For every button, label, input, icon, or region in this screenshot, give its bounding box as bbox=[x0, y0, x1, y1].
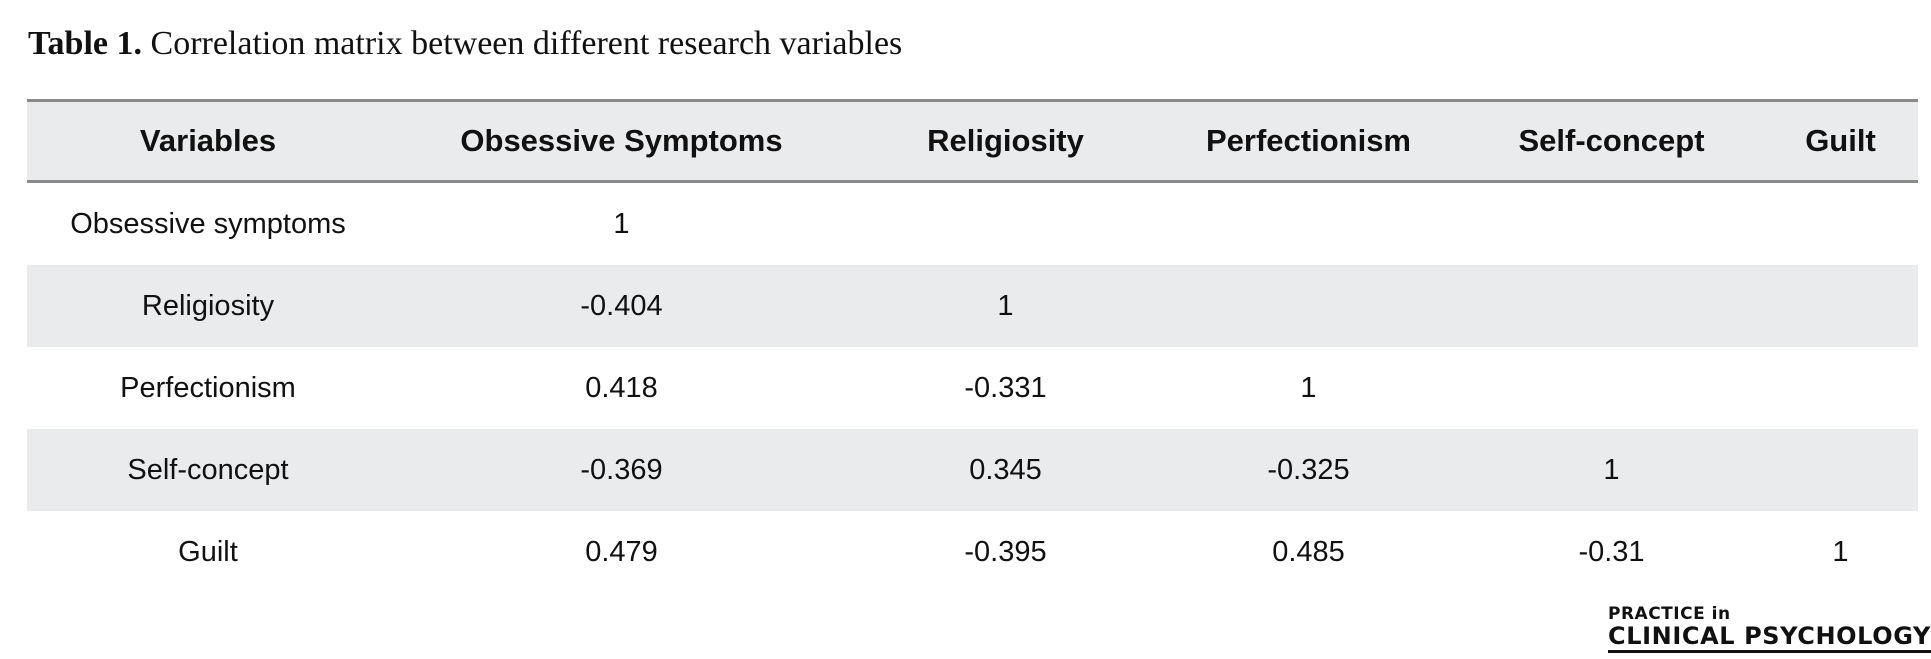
column-header-perfectionism: Perfectionism bbox=[1205, 123, 1411, 158]
table-cell: 1 bbox=[1300, 371, 1317, 404]
table-row: Religiosity -0.404 1 bbox=[27, 265, 1918, 347]
table-row: Guilt 0.479 -0.395 0.485 -0.31 1 bbox=[27, 511, 1918, 593]
table-cell: 0.418 bbox=[585, 371, 658, 404]
column-header-variables: Variables bbox=[139, 123, 277, 158]
journal-logo: PRACTICE in CLINICAL PSYCHOLOGY bbox=[1608, 604, 1931, 654]
row-label: Self-concept bbox=[127, 453, 289, 486]
table-cell bbox=[1460, 182, 1763, 266]
table-header-row: Variables Obsessive Symptoms Religiosity… bbox=[27, 100, 1918, 182]
table-row: Perfectionism 0.418 -0.331 1 bbox=[27, 347, 1918, 429]
row-label: Perfectionism bbox=[120, 371, 296, 404]
table-cell bbox=[1157, 182, 1460, 266]
table-cell: -0.404 bbox=[580, 289, 663, 322]
table-cell bbox=[1460, 347, 1763, 429]
table-caption: Table 1. Correlation matrix between diff… bbox=[28, 20, 902, 68]
column-header-guilt: Guilt bbox=[1805, 123, 1876, 158]
table-cell: 1 bbox=[613, 207, 630, 240]
table-cell: -0.369 bbox=[580, 453, 663, 486]
table-caption-label: Table 1. bbox=[28, 25, 143, 62]
table-cell: 1 bbox=[997, 289, 1014, 322]
table-cell: -0.31 bbox=[1578, 535, 1645, 568]
correlation-table: Variables Obsessive Symptoms Religiosity… bbox=[27, 99, 1918, 593]
table-cell: -0.325 bbox=[1267, 453, 1350, 486]
row-label: Guilt bbox=[178, 535, 238, 568]
table-row: Self-concept -0.369 0.345 -0.325 1 bbox=[27, 429, 1918, 511]
table-cell bbox=[1460, 265, 1763, 347]
table-cell bbox=[1763, 347, 1918, 429]
journal-logo-line1: PRACTICE in bbox=[1608, 604, 1731, 624]
column-header-religiosity: Religiosity bbox=[927, 123, 1084, 158]
table-cell: 1 bbox=[1603, 453, 1620, 486]
table-cell bbox=[1763, 429, 1918, 511]
table-cell: -0.331 bbox=[964, 371, 1047, 404]
table-row: Obsessive symptoms 1 bbox=[27, 182, 1918, 266]
journal-logo-line2: CLINICAL PSYCHOLOGY bbox=[1608, 622, 1931, 653]
table-cell bbox=[1763, 265, 1918, 347]
table-cell bbox=[1763, 182, 1918, 266]
table-cell: 0.479 bbox=[585, 535, 658, 568]
table-cell bbox=[854, 182, 1157, 266]
column-header-obsessive-symptoms: Obsessive Symptoms bbox=[460, 123, 783, 158]
table-cell: 1 bbox=[1832, 535, 1849, 568]
table-cell: 0.485 bbox=[1272, 535, 1345, 568]
row-label: Religiosity bbox=[141, 289, 275, 322]
table-caption-text: Correlation matrix between different res… bbox=[150, 25, 903, 62]
table-cell: -0.395 bbox=[964, 535, 1047, 568]
table-cell: 0.345 bbox=[969, 453, 1042, 486]
table-cell bbox=[1157, 265, 1460, 347]
column-header-self-concept: Self-concept bbox=[1518, 123, 1705, 158]
row-label: Obsessive symptoms bbox=[70, 207, 346, 240]
